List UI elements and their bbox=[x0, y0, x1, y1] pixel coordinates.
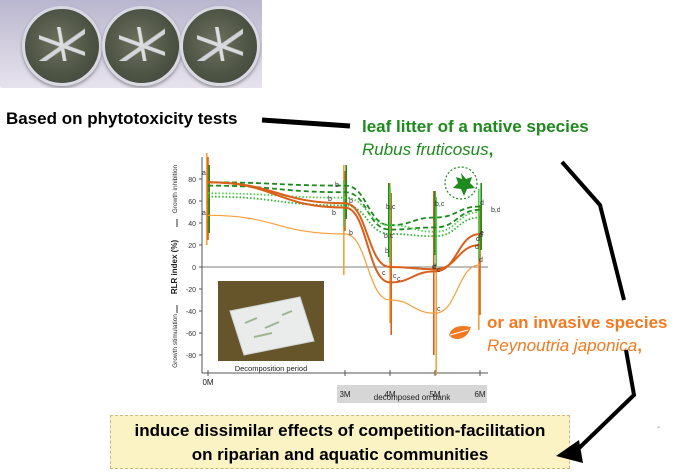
invasive-species-title: or an invasive species bbox=[487, 313, 668, 332]
invasive-species-suffix: , bbox=[637, 336, 642, 355]
invasive-species-italic: Reynoutria japonica bbox=[487, 336, 638, 355]
series-line bbox=[207, 192, 481, 233]
letter-annotation: d bbox=[480, 200, 484, 207]
native-species-suffix: , bbox=[488, 140, 494, 159]
connector-line bbox=[573, 349, 637, 454]
letter-annotation: c bbox=[437, 267, 441, 274]
letter-annotation: b bbox=[335, 182, 339, 189]
x-tick-label: 5M bbox=[429, 390, 440, 399]
y-tick-label: 0 bbox=[192, 265, 196, 272]
series-line bbox=[207, 181, 481, 227]
letter-annotation: c bbox=[433, 264, 437, 271]
letter-annotation: b bbox=[328, 196, 332, 203]
invasive-species-name: Reynoutria japonica, bbox=[487, 336, 642, 356]
based-on-label: Based on phytotoxicity tests bbox=[6, 109, 238, 128]
x-tick-label: 6M bbox=[474, 390, 485, 399]
letter-annotation: b,c bbox=[384, 233, 394, 240]
x-tick-label: 0M bbox=[202, 378, 213, 387]
letter-annotation: d bbox=[479, 232, 483, 239]
series-line bbox=[207, 214, 481, 314]
chart-axis bbox=[176, 157, 488, 376]
letter-annotation: a bbox=[202, 210, 206, 217]
native-species-italic: Rubus fruticosus bbox=[362, 140, 489, 159]
letter-annotation: b,c bbox=[386, 204, 396, 211]
letter-annotation: c bbox=[397, 276, 401, 283]
y-tick-label: 20 bbox=[188, 243, 196, 250]
letter-annotation: c bbox=[382, 270, 386, 277]
y-axis-bottom-label: Growth stimulation bbox=[172, 314, 179, 368]
bag-leaves bbox=[244, 310, 293, 338]
petri-dish bbox=[22, 6, 102, 86]
y-axis-top-label: Growth inhibition bbox=[172, 164, 179, 213]
native-species-title: leaf litter of a native species bbox=[362, 117, 589, 136]
petri-dish bbox=[180, 6, 260, 86]
y-tick-label: -80 bbox=[186, 353, 196, 360]
letter-annotation: b bbox=[349, 198, 353, 205]
letter-annotation: e bbox=[480, 230, 484, 237]
y-tick-label: 60 bbox=[188, 199, 196, 206]
bank-band-rect bbox=[337, 385, 487, 403]
leaf-vein bbox=[449, 329, 469, 336]
tick-mark: - bbox=[657, 422, 660, 433]
letter-annotation: b bbox=[332, 210, 336, 217]
native-leaf-icon bbox=[453, 173, 475, 196]
letter-annotation: d bbox=[479, 257, 483, 264]
bank-label: decomposed on bank bbox=[374, 393, 452, 402]
series-lines bbox=[207, 181, 481, 314]
x-tick-label: 4M bbox=[384, 390, 395, 399]
native-species-name: Rubus fruticosus, bbox=[362, 140, 493, 160]
y-tick-label: 80 bbox=[188, 177, 196, 184]
letter-annotation: d bbox=[475, 244, 479, 251]
arrow-head-icon bbox=[556, 440, 583, 463]
conclusion-line-1: induce dissimilar effects of competition… bbox=[134, 421, 546, 440]
letter-annotation: b bbox=[349, 230, 353, 237]
letter-annotation: c bbox=[393, 273, 397, 280]
letter-annotation: a bbox=[202, 170, 206, 177]
y-tick-label: -60 bbox=[186, 331, 196, 338]
letter-annotation: b bbox=[385, 248, 389, 255]
letter-annotation: c bbox=[437, 306, 441, 313]
axis-text: 80 60 40 20 0 -20 -40 -60 -80 0M 3M 4M 5M 6M decompose… bbox=[170, 164, 486, 402]
connector-line bbox=[560, 160, 626, 301]
petri-dish-photo bbox=[0, 0, 262, 88]
conclusion-line-2: on riparian and aquatic communities bbox=[191, 445, 489, 464]
connector-line bbox=[261, 117, 351, 129]
leaf-icons bbox=[444, 166, 478, 348]
y-tick-label: -20 bbox=[186, 287, 196, 294]
letter-annotation: d bbox=[432, 264, 436, 271]
y-axis-label: RLR index (%) bbox=[170, 240, 179, 295]
conclusion-box: induce dissimilar effects of competition… bbox=[110, 415, 570, 469]
y-tick-label: 40 bbox=[188, 221, 196, 228]
x-axis-label: Decomposition period bbox=[235, 364, 308, 373]
x-tick-label: 3M bbox=[339, 390, 350, 399]
y-tick-label: -40 bbox=[186, 309, 196, 316]
letter-annotation: b,c bbox=[435, 201, 445, 208]
letter-annotation: b,d bbox=[491, 207, 500, 214]
bank-band bbox=[337, 385, 487, 403]
letter-annotation: d bbox=[476, 236, 480, 243]
litter-bag-photo bbox=[218, 281, 324, 361]
series-line bbox=[207, 181, 481, 284]
series-line bbox=[207, 184, 481, 231]
series-line bbox=[207, 195, 481, 238]
